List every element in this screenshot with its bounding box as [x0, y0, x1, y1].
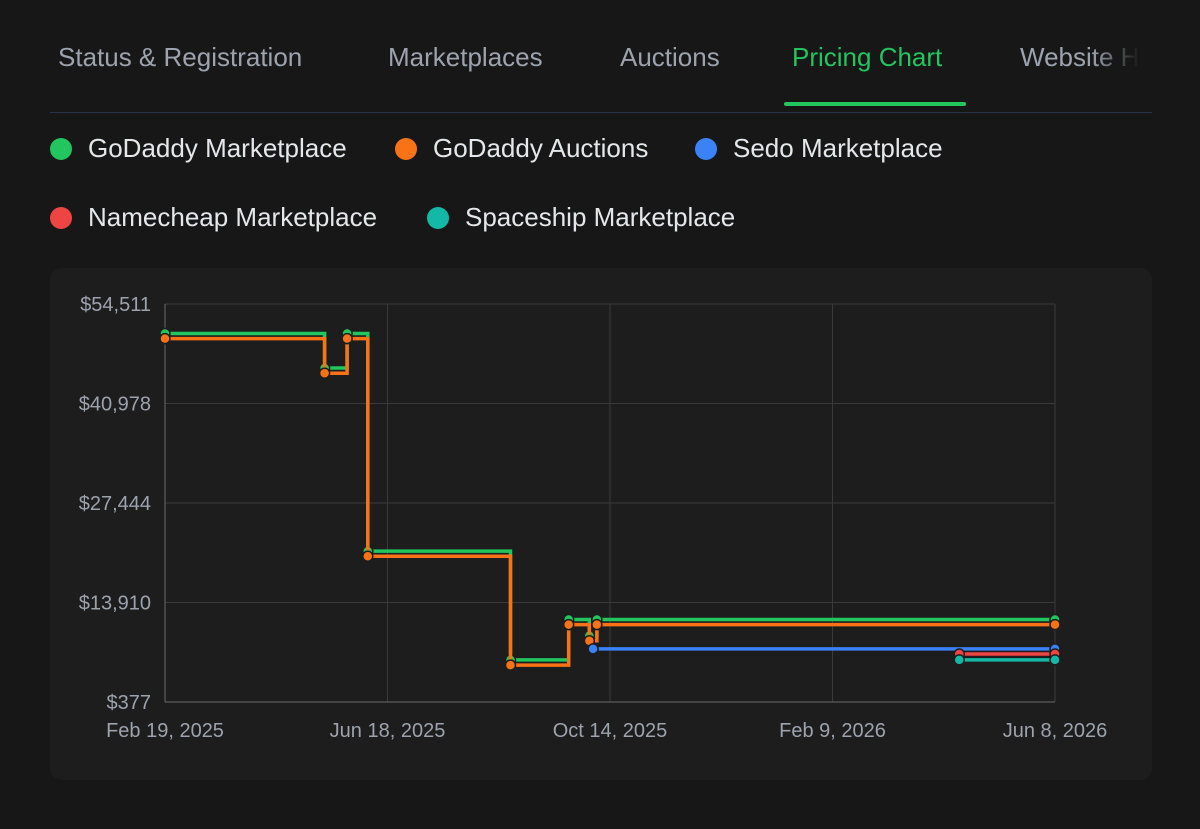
x-tick-label: Feb 19, 2025	[106, 720, 224, 742]
legend-dot	[395, 137, 417, 160]
legend-dot	[427, 206, 449, 229]
legend-label: Spaceship Marketplace	[465, 202, 736, 232]
legend-label: GoDaddy Marketplace	[88, 133, 347, 163]
chart-card: $54,511 $40,978 $27,444 $13,910 $377 Feb 19, …	[50, 268, 1152, 780]
legend-godaddy-auctions[interactable]: GoDaddy Auctions	[395, 133, 648, 164]
data-point-godaddy-auctions	[159, 332, 171, 345]
data-point-spaceship-marketplace	[1049, 654, 1061, 666]
legend-dot	[50, 206, 72, 229]
active-tab-indicator	[784, 102, 966, 106]
data-point-godaddy-auctions	[318, 367, 331, 379]
tab-status-registration[interactable]: Status & Registration	[58, 42, 303, 72]
x-tick-label: Feb 9, 2026	[779, 720, 886, 742]
legend-dot	[50, 137, 72, 160]
y-tick-label: $13,910	[79, 593, 151, 615]
data-point-godaddy-auctions	[562, 618, 575, 631]
tab-pricing-chart[interactable]: Pricing Chart	[792, 42, 943, 72]
x-tick-label: Oct 14, 2025	[553, 720, 668, 742]
tab-overflow-fade	[1092, 30, 1152, 90]
y-tick-label: $27,444	[79, 493, 151, 515]
data-point-godaddy-auctions	[591, 618, 603, 631]
data-point-godaddy-auctions	[1049, 618, 1061, 631]
y-tick-label: $40,978	[79, 394, 151, 416]
legend-godaddy-marketplace[interactable]: GoDaddy Marketplace	[50, 133, 347, 164]
legend-label: Namecheap Marketplace	[88, 202, 378, 232]
y-tick-label: $54,511	[80, 294, 151, 316]
legend-label: GoDaddy Auctions	[433, 133, 649, 163]
tab-auctions[interactable]: Auctions	[620, 42, 720, 72]
data-point-godaddy-auctions	[362, 550, 374, 563]
data-point-sedo-marketplace	[587, 643, 599, 655]
data-point-godaddy-auctions	[341, 332, 353, 345]
x-tick-label: Jun 8, 2026	[1003, 720, 1108, 742]
legend-sedo-marketplace[interactable]: Sedo Marketplace	[695, 133, 943, 164]
legend-namecheap-marketplace[interactable]: Namecheap Marketplace	[50, 202, 377, 233]
data-point-spaceship-marketplace	[953, 654, 965, 666]
tab-marketplaces[interactable]: Marketplaces	[388, 42, 543, 72]
data-point-godaddy-auctions	[504, 659, 517, 671]
legend-label: Sedo Marketplace	[733, 133, 943, 163]
x-tick-label: Jun 18, 2025	[330, 720, 446, 742]
legend-spaceship-marketplace[interactable]: Spaceship Marketplace	[427, 202, 735, 233]
y-tick-label: $377	[107, 692, 152, 714]
pricing-chart[interactable]: $54,511 $40,978 $27,444 $13,910 $377 Feb 19, …	[50, 268, 1152, 780]
legend-dot	[695, 137, 717, 160]
tab-bar: Status & Registration Marketplaces Aucti…	[50, 0, 1152, 113]
